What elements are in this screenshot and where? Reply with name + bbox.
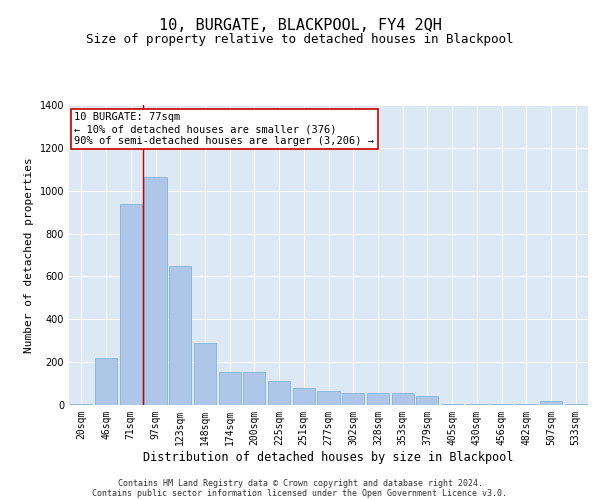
Bar	[70, 404, 92, 405]
Text: Contains public sector information licensed under the Open Government Licence v3: Contains public sector information licen…	[92, 488, 508, 498]
Bar	[540, 400, 562, 405]
Bar	[565, 404, 587, 405]
Bar	[119, 204, 142, 405]
Bar	[367, 393, 389, 405]
Text: 10, BURGATE, BLACKPOOL, FY4 2QH: 10, BURGATE, BLACKPOOL, FY4 2QH	[158, 18, 442, 32]
Text: 10 BURGATE: 77sqm
← 10% of detached houses are smaller (376)
90% of semi-detache: 10 BURGATE: 77sqm ← 10% of detached hous…	[74, 112, 374, 146]
X-axis label: Distribution of detached houses by size in Blackpool: Distribution of detached houses by size …	[143, 450, 514, 464]
Text: Size of property relative to detached houses in Blackpool: Size of property relative to detached ho…	[86, 32, 514, 46]
Bar	[515, 404, 538, 405]
Bar	[392, 393, 414, 405]
Text: Contains HM Land Registry data © Crown copyright and database right 2024.: Contains HM Land Registry data © Crown c…	[118, 478, 482, 488]
Bar	[169, 266, 191, 405]
Bar	[441, 404, 463, 405]
Bar	[466, 404, 488, 405]
Bar	[243, 372, 265, 405]
Bar	[95, 358, 117, 405]
Bar	[342, 393, 364, 405]
Bar	[218, 372, 241, 405]
Bar	[490, 404, 512, 405]
Bar	[194, 343, 216, 405]
Bar	[145, 177, 167, 405]
Bar	[268, 382, 290, 405]
Bar	[416, 396, 439, 405]
Bar	[293, 388, 315, 405]
Y-axis label: Number of detached properties: Number of detached properties	[24, 157, 34, 353]
Bar	[317, 391, 340, 405]
